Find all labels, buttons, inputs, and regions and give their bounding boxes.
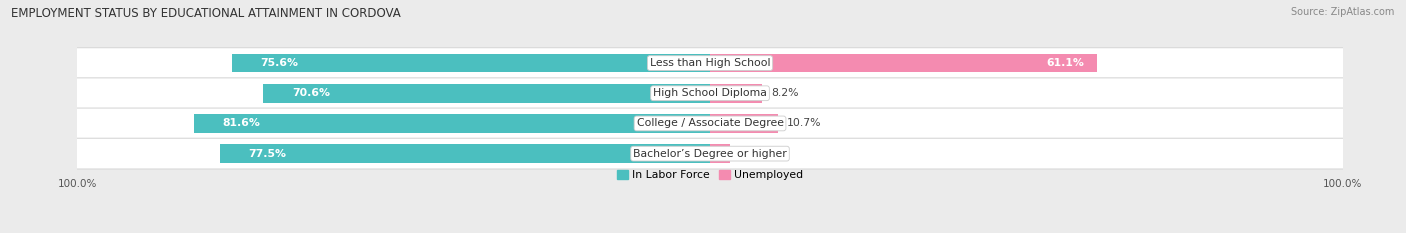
FancyBboxPatch shape [75, 108, 1346, 139]
Text: 10.7%: 10.7% [787, 118, 821, 128]
Text: 75.6%: 75.6% [260, 58, 298, 68]
Text: 61.1%: 61.1% [1046, 58, 1084, 68]
FancyBboxPatch shape [75, 48, 1346, 79]
Text: EMPLOYMENT STATUS BY EDUCATIONAL ATTAINMENT IN CORDOVA: EMPLOYMENT STATUS BY EDUCATIONAL ATTAINM… [11, 7, 401, 20]
Text: Source: ZipAtlas.com: Source: ZipAtlas.com [1291, 7, 1395, 17]
Text: 77.5%: 77.5% [249, 149, 287, 159]
Text: 81.6%: 81.6% [222, 118, 260, 128]
Text: College / Associate Degree: College / Associate Degree [637, 118, 783, 128]
Bar [194, 114, 710, 133]
FancyBboxPatch shape [75, 78, 1346, 109]
Text: 70.6%: 70.6% [292, 88, 330, 98]
Bar [219, 144, 710, 163]
Bar [710, 54, 1097, 72]
Bar [710, 144, 730, 163]
Legend: In Labor Force, Unemployed: In Labor Force, Unemployed [617, 170, 803, 180]
Bar [263, 84, 710, 103]
FancyBboxPatch shape [75, 138, 1346, 169]
Bar [710, 114, 778, 133]
Text: Less than High School: Less than High School [650, 58, 770, 68]
Bar [710, 84, 762, 103]
Bar [232, 54, 710, 72]
Text: 8.2%: 8.2% [772, 88, 799, 98]
Text: 3.2%: 3.2% [740, 149, 768, 159]
Text: High School Diploma: High School Diploma [654, 88, 766, 98]
Text: Bachelor’s Degree or higher: Bachelor’s Degree or higher [633, 149, 787, 159]
